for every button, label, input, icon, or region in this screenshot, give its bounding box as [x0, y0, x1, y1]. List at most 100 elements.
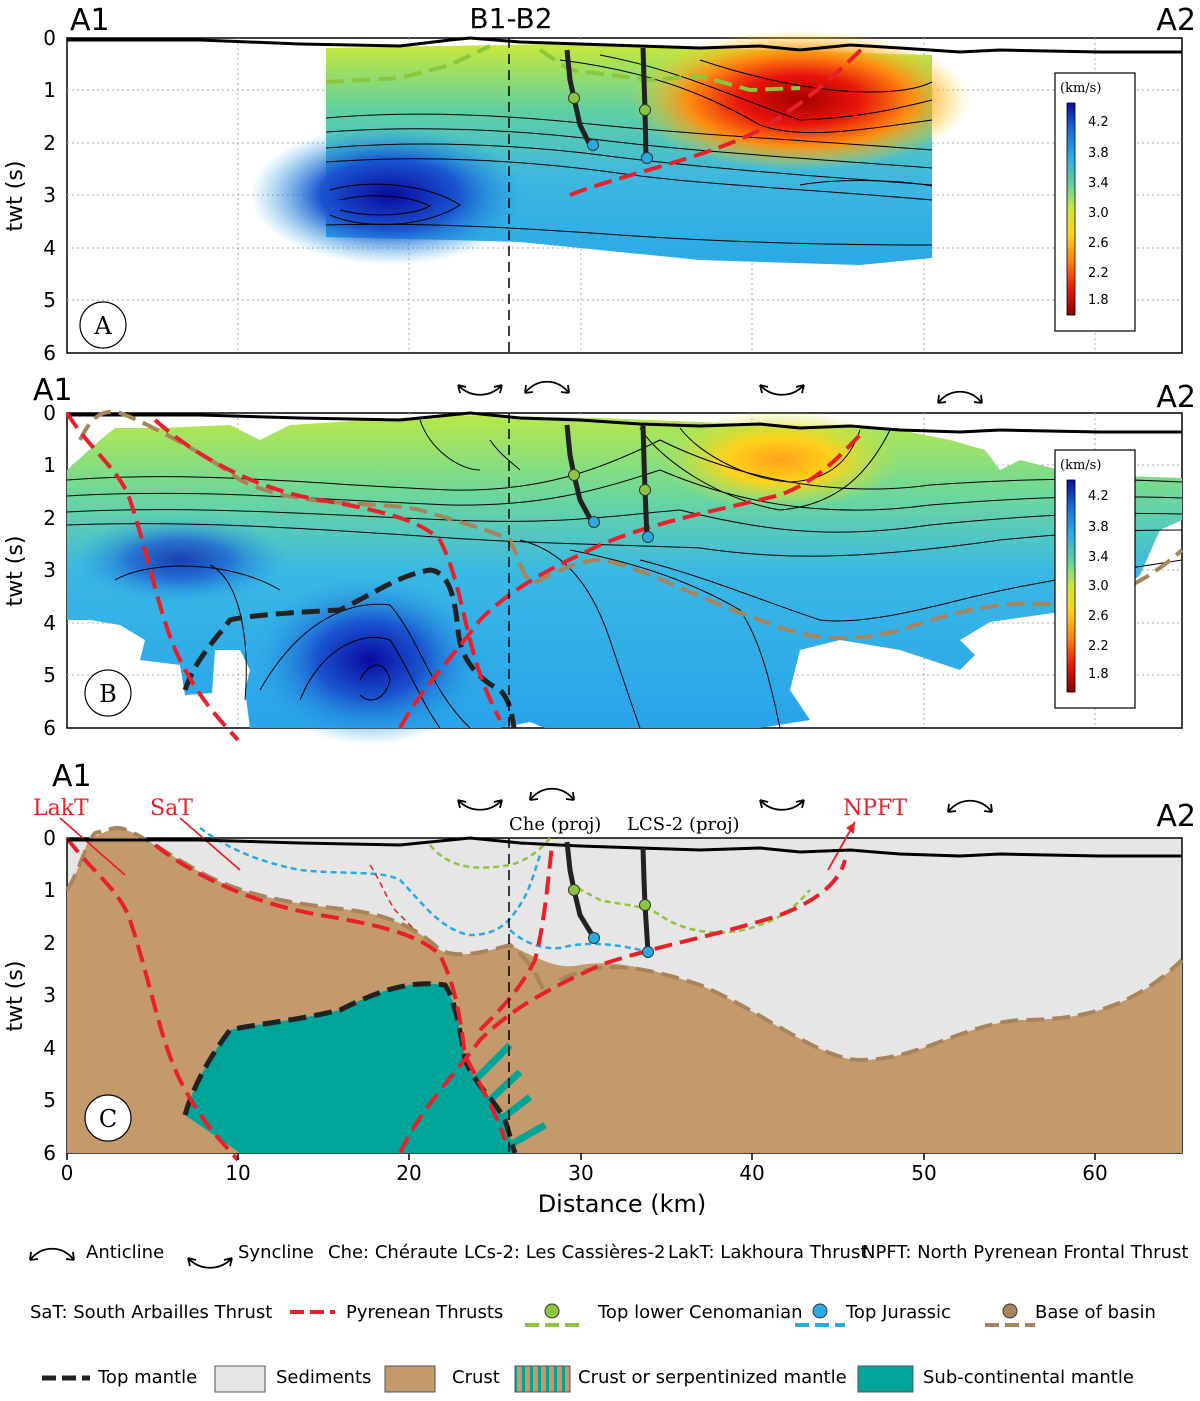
panel-b: (km/s) 4.2 3.8 3.4 3.0 2.6 2.2 1.8 B A1 … [3, 373, 1196, 745]
x-axis-ticks [66, 1153, 1096, 1160]
legend-sediments: Sediments [276, 1367, 371, 1388]
panel-b-ylabel: twt (s) [3, 536, 28, 607]
panel-c-lcs2-jurassic-marker [642, 946, 654, 958]
sat-arrow [179, 817, 241, 871]
anticline-icon-arrow [524, 384, 570, 394]
anticline-icon [529, 787, 575, 801]
label-lakt: LakT [33, 796, 89, 821]
anticline-icon [524, 380, 570, 394]
panel-b-lcs2-cenomanian-marker [639, 484, 651, 496]
panel-b-well-lcs2 [640, 424, 650, 538]
legend-lakt-definition: LakT: Lakhoura Thrust [668, 1242, 867, 1263]
panel-c-base-of-basin [65, 825, 1184, 1063]
panel-c-badge [84, 1094, 132, 1142]
xtick-50: 50 [911, 1161, 936, 1185]
panel-c-y-ticks: 0 1 2 3 4 5 6 [43, 826, 56, 1165]
panel-c-well-lcs2 [640, 847, 651, 953]
anticline-icon-arrow [529, 791, 575, 801]
syncline-icon-arrow [759, 799, 805, 809]
legend-crust: Crust [452, 1367, 500, 1388]
b-ytick-6: 6 [43, 716, 56, 740]
panel-a-badge [79, 301, 127, 349]
a-ytick-3: 3 [43, 183, 56, 207]
x-axis-tick-labels: 0 10 20 30 40 50 60 [61, 1161, 1108, 1185]
panel-a-topography [67, 36, 1182, 54]
a-ytick-6: 6 [43, 341, 56, 365]
panel-c-top-jurassic [199, 826, 651, 954]
panel-a-start-label: A1 [70, 3, 110, 38]
panel-b-start-label: A1 [33, 373, 73, 408]
syncline-icon [457, 799, 503, 811]
panel-c-topography [67, 836, 1182, 858]
panel-b-lcs2-jurassic-marker [642, 531, 654, 543]
panel-b-topography [67, 411, 1182, 434]
legend-anticline: Anticline [86, 1242, 164, 1263]
colorbar-b-tick-22: 2.2 [1088, 639, 1109, 654]
npft-arrowhead [846, 822, 855, 834]
panel-a-top-cenomanian-horizon [325, 44, 491, 84]
panel-a-thrust [569, 44, 867, 197]
colorbar-b-tick-34: 3.4 [1088, 550, 1109, 565]
legend-cenomanian-marker [544, 1303, 560, 1319]
panel-c-mantle [185, 983, 515, 1153]
legend-crust-swatch [384, 1365, 436, 1393]
a-ytick-0: 0 [43, 26, 56, 50]
colorbar-b-tick-30: 3.0 [1088, 579, 1109, 594]
panel-a-high-velocity-anomaly [250, 125, 530, 265]
legend-che-definition: Che: Chéraute [328, 1242, 458, 1263]
b-ytick-3: 3 [43, 558, 56, 582]
syncline-icon-arrow [759, 384, 805, 394]
legend-top-jurassic: Top Jurassic [845, 1302, 951, 1323]
colorbar-b-tick-18: 1.8 [1088, 667, 1109, 682]
c-ytick-0: 0 [43, 826, 56, 850]
panel-b-colorbar-label: (km/s) [1060, 458, 1101, 473]
legend-top-mantle: Top mantle [97, 1367, 197, 1388]
anticline-icon [947, 799, 993, 813]
panel-b-thrust-sat [153, 418, 502, 721]
panel-b-base-of-basin [78, 409, 1184, 641]
legend-basin-marker [1002, 1303, 1018, 1319]
panel-b-end-label: A2 [1156, 380, 1196, 415]
panel-b-high-velocity-anomaly-2 [70, 515, 290, 605]
syncline-icon-arrow [457, 384, 503, 394]
c-ytick-2: 2 [43, 931, 56, 955]
legend-sat-definition: SaT: South Arbailles Thrust [30, 1302, 272, 1323]
panel-a-end-label: A2 [1156, 3, 1196, 38]
panel-c-end-label: A2 [1156, 799, 1196, 834]
legend-pyrenean-thrusts: Pyrenean Thrusts [346, 1302, 503, 1323]
xtick-30: 30 [568, 1161, 593, 1185]
a-ytick-5: 5 [43, 288, 56, 312]
panel-c-serpentinized-zone [472, 1042, 547, 1149]
c-ytick-5: 5 [43, 1088, 56, 1112]
a-ytick-1: 1 [43, 78, 56, 102]
panel-b-y-ticks: 0 1 2 3 4 5 6 [43, 401, 56, 740]
b-ytick-5: 5 [43, 663, 56, 687]
xtick-40: 40 [739, 1161, 764, 1185]
b-ytick-1: 1 [43, 453, 56, 477]
colorbar-a-tick-26: 2.6 [1088, 236, 1109, 251]
panel-c: LakT SaT NPFT Che (proj) LCS-2 (proj) C … [3, 759, 1196, 1218]
legend-base-of-basin: Base of basin [1035, 1302, 1156, 1323]
a-ytick-4: 4 [43, 236, 56, 260]
panel-c-top-mantle [182, 981, 518, 1154]
panel-c-thrust-che [478, 844, 554, 1032]
panel-c-thrust-sat [153, 843, 507, 1141]
syncline-icon [457, 384, 503, 396]
colorbar-a-tick-22: 2.2 [1088, 266, 1109, 281]
panel-b-low-velocity-anomaly [660, 410, 900, 510]
panel-b-colorbar-ticks: 4.2 3.8 3.4 3.0 2.6 2.2 1.8 [1088, 489, 1109, 682]
legend-sub-continental-mantle: Sub-continental mantle [923, 1367, 1134, 1388]
panel-a-colorbar-label: (km/s) [1060, 81, 1101, 96]
c-ytick-6: 6 [43, 1141, 56, 1165]
panel-b-colorbar-gradient [1066, 479, 1076, 693]
panel-c-che-jurassic-marker [588, 932, 600, 944]
syncline-icon [759, 799, 805, 811]
label-che-proj: Che (proj) [509, 814, 601, 835]
lakt-arrow [59, 817, 126, 876]
b-ytick-0: 0 [43, 401, 56, 425]
label-sat: SaT [150, 796, 193, 821]
label-lcs2-proj: LCS-2 (proj) [627, 814, 740, 835]
c-ytick-1: 1 [43, 878, 56, 902]
panel-b-che-jurassic-marker [588, 516, 600, 528]
